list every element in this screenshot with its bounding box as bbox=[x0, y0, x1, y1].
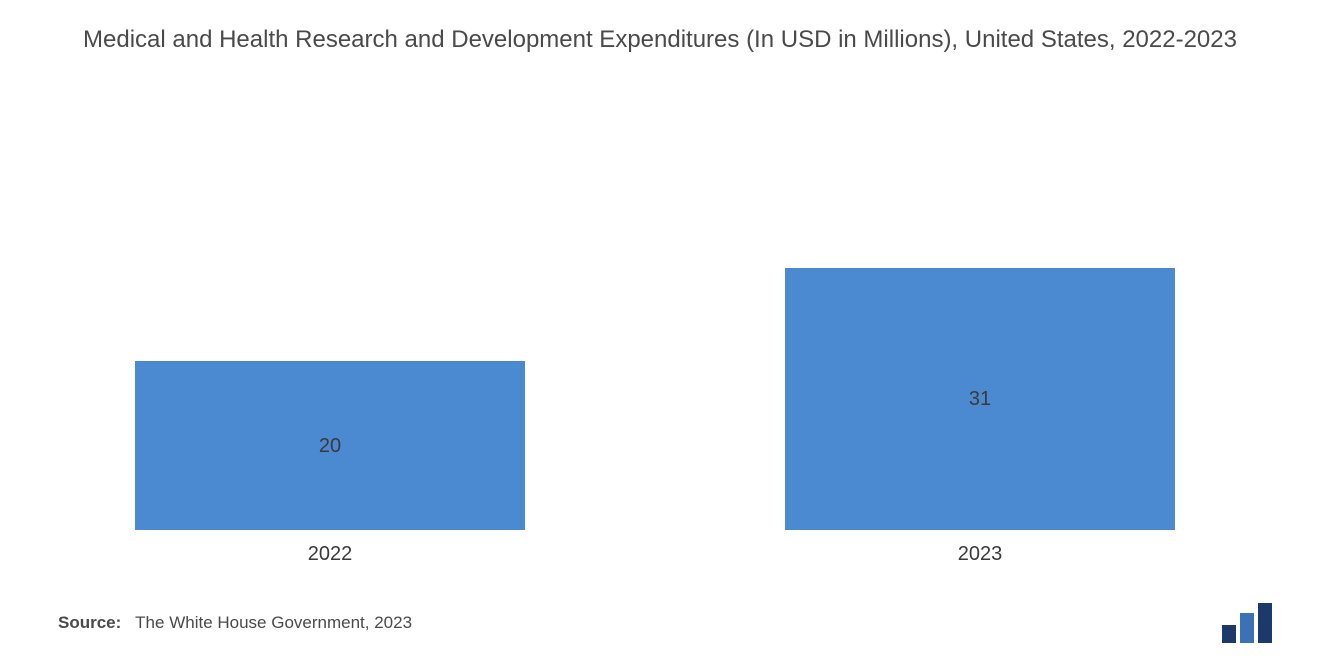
chart-title: Medical and Health Research and Developm… bbox=[0, 24, 1320, 56]
logo-bar-1 bbox=[1240, 613, 1254, 643]
source-line: Source: The White House Government, 2023 bbox=[58, 613, 412, 633]
bar-value-0: 20 bbox=[135, 435, 525, 458]
x-label-1: 2023 bbox=[785, 543, 1175, 566]
x-label-0: 2022 bbox=[135, 543, 525, 566]
bar-slot-1: 31 2023 bbox=[785, 150, 1175, 530]
bar-value-1: 31 bbox=[785, 388, 1175, 411]
logo-bar-2 bbox=[1258, 603, 1272, 643]
chart-plot-area: 20 2022 31 2023 bbox=[0, 150, 1320, 530]
bar-slot-0: 20 2022 bbox=[135, 150, 525, 530]
source-label: Source: bbox=[58, 613, 121, 632]
source-text: The White House Government, 2023 bbox=[135, 613, 412, 632]
brand-logo-icon bbox=[1218, 603, 1278, 643]
logo-bar-0 bbox=[1222, 625, 1236, 643]
